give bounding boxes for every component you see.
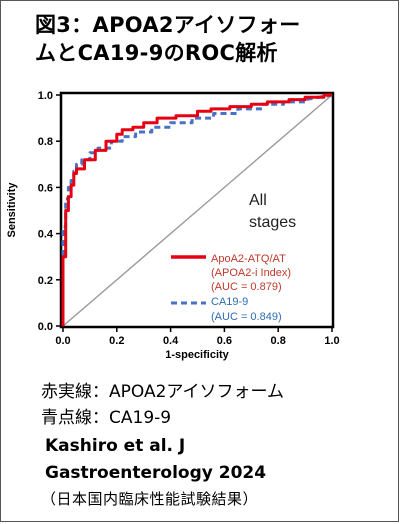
- x-tick-label: 0.8: [271, 335, 286, 347]
- caption-line2: 青点線：CA19-9: [41, 408, 172, 428]
- y-tick-label: 0.6: [38, 182, 53, 194]
- caption-line1: 赤実線：APOA2アイソフォーム: [41, 382, 285, 402]
- legend-sublabel-apoa2: (APOA2-i Index): [211, 267, 291, 279]
- legend: ApoA2-ATQ/AT (APOA2-i Index) (AUC = 0.87…: [171, 253, 291, 323]
- reference-diagonal: [62, 94, 333, 327]
- y-tick-label: 0.2: [38, 275, 53, 287]
- y-tick-label: 0.8: [38, 136, 53, 148]
- x-tick-label: 0.0: [55, 335, 70, 347]
- legend-auc-ca19-9: (AUC = 0.849): [211, 311, 282, 323]
- series-line-ca19-9: [61, 93, 333, 326]
- plot-frame: [59, 91, 335, 329]
- y-axis-label: Sensitivity: [6, 182, 18, 238]
- x-tick-label: 0.6: [217, 335, 232, 347]
- x-tick-label: 1.0: [324, 335, 339, 347]
- legend-label-apoa2: ApoA2-ATQ/AT: [211, 253, 286, 265]
- y-tick-label: 0.4: [38, 229, 54, 241]
- series-line-apoa2: [61, 93, 332, 326]
- legend-auc-apoa2: (AUC = 0.879): [211, 281, 282, 293]
- stage-label-line1: All: [249, 192, 267, 209]
- x-tick-label: 0.4: [163, 335, 179, 347]
- stage-label-line2: stages: [249, 214, 296, 231]
- series-layer: [61, 93, 333, 326]
- x-tick-label: 0.2: [109, 335, 124, 347]
- legend-label-ca19-9: CA19-9: [211, 296, 248, 308]
- citation-line1: Kashiro et al. J: [45, 436, 186, 456]
- x-axis-label: 1-specificity: [165, 349, 229, 361]
- figure-title-line1: 図3：APOA2アイソフォー: [35, 13, 301, 37]
- figure-title-line2: ムとCA19-9のROC解析: [35, 41, 278, 65]
- citation-line3: （日本国内臨床性能試験結果）: [41, 490, 259, 508]
- y-tick-label: 1.0: [38, 90, 53, 102]
- roc-chart: 0.0 0.2 0.4 0.6 0.8 1.0 0.0 0.2 0.4 0.6 0.8 1.0 1-s…: [6, 90, 340, 361]
- y-tick-label: 0.0: [38, 321, 53, 333]
- citation-line2: Gastroenterology 2024: [45, 463, 267, 483]
- tick-layer: 0.0 0.2 0.4 0.6 0.8 1.0 0.0 0.2 0.4 0.6 0.8 1.0: [38, 90, 340, 347]
